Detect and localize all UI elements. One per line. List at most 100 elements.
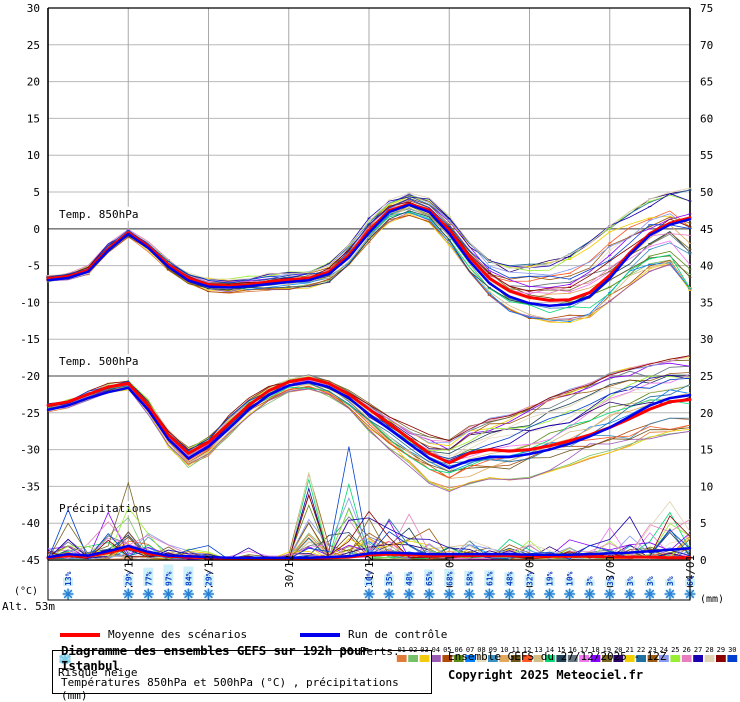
snowflake-icon: [443, 588, 455, 600]
member-swatch-14[interactable]: [545, 655, 555, 662]
snow-risk-marker: 3%: [604, 576, 616, 600]
snow-risk-bar: [424, 569, 435, 586]
member-swatch-23[interactable]: [647, 655, 658, 662]
left-axis-unit: (°C): [14, 586, 39, 597]
member-number-18: 18: [591, 646, 599, 654]
snow-risk-marker: 97%: [162, 564, 174, 600]
y-tick-label-right: 40: [700, 260, 713, 273]
member-swatch-22[interactable]: [636, 655, 646, 662]
member-line-precip: [47, 511, 691, 561]
member-swatch-08[interactable]: [476, 655, 487, 662]
snowflake-icon: [564, 588, 576, 600]
member-swatch-01[interactable]: [396, 655, 407, 662]
member-swatch-26[interactable]: [681, 655, 692, 662]
member-swatch-27[interactable]: [693, 655, 703, 662]
y-tick-label-left: 0: [33, 223, 40, 236]
y-tick-label-right: 65: [700, 76, 713, 89]
snow-risk-label: 35%: [385, 571, 394, 586]
snow-risk-marker: 29%: [122, 571, 134, 600]
member-swatch-17[interactable]: [579, 655, 589, 662]
y-tick-label-right: 60: [700, 112, 713, 125]
member-swatch-29[interactable]: [716, 655, 726, 662]
snow-risk-bar: [183, 566, 194, 586]
legend-mean-label: Moyenne des scénarios: [108, 628, 248, 641]
member-swatch-09[interactable]: [488, 655, 498, 662]
member-number-30: 30: [728, 646, 736, 654]
member-swatch-19[interactable]: [602, 655, 612, 662]
member-swatch-16[interactable]: [567, 655, 578, 662]
snowflake-icon: [363, 588, 375, 600]
snow-risk-marker: 29%: [203, 571, 214, 600]
snow-risk-bar: [163, 564, 174, 586]
snow-risk-bar: [123, 575, 134, 586]
snow-risk-bar: [544, 576, 555, 586]
member-number-26: 26: [682, 646, 690, 654]
member-swatch-15[interactable]: [556, 655, 567, 662]
member-swatch-03[interactable]: [419, 655, 430, 662]
run-info: Ensemble GEFS du 27/12/2025 - 12Z: [448, 650, 667, 663]
legend-snow-label: Risque neige: [58, 666, 138, 679]
legend-snow: Risque neige: [58, 652, 137, 679]
snow-risk-label: 58%: [465, 571, 474, 586]
snow-risk-label: 3%: [586, 576, 595, 586]
member-swatch-06[interactable]: [453, 655, 464, 662]
snow-risk-bar: [203, 575, 214, 586]
y-tick-label-left: 15: [27, 112, 40, 125]
y-tick-label-left: -45: [20, 554, 40, 567]
y-tick-label-left: -15: [20, 333, 40, 346]
snow-risk-marker: 48%: [503, 571, 515, 600]
snow-risk-bar: [364, 578, 374, 586]
snow-risk-label: 32%: [526, 571, 535, 586]
member-swatch-05[interactable]: [442, 655, 453, 662]
member-swatch-12[interactable]: [522, 655, 532, 662]
member-swatch-24[interactable]: [659, 655, 669, 662]
member-number-15: 15: [557, 646, 565, 654]
y-tick-label-right: 5: [700, 517, 707, 530]
member-swatch-21[interactable]: [624, 655, 635, 662]
altitude-label: Alt. 53m: [2, 600, 55, 613]
snow-risk-bar: [404, 572, 415, 586]
member-number-25: 25: [671, 646, 679, 654]
member-swatch-20[interactable]: [613, 655, 624, 662]
snow-risk-bar: [584, 579, 595, 586]
member-swatch-02[interactable]: [408, 655, 418, 662]
snow-risk-bar: [504, 572, 515, 586]
snow-risk-label: 84%: [184, 571, 193, 586]
member-swatch-10[interactable]: [499, 655, 510, 662]
member-swatch-07[interactable]: [465, 655, 475, 662]
member-number-14: 14: [546, 646, 554, 654]
snow-risk-label: 19%: [546, 571, 555, 586]
snow-risk-marker: 10%: [363, 571, 375, 600]
snow-risk-marker: 61%: [483, 570, 495, 600]
snow-risk-marker: 3%: [664, 576, 676, 600]
snowflake-icon: [463, 588, 475, 600]
label-temp850: Temp. 850hPa: [59, 208, 138, 221]
snow-risk-label: 65%: [425, 571, 434, 586]
snow-risk-bar: [624, 579, 635, 586]
member-swatch-28[interactable]: [704, 655, 715, 662]
perturbations-count: 30 Perts.: [340, 645, 400, 658]
member-number-11: 11: [511, 646, 519, 654]
snowflake-icon: [644, 588, 656, 600]
snow-risk-bar: [384, 574, 395, 586]
chart-title: Diagramme des ensembles GEFS sur 192h po…: [61, 642, 369, 673]
y-tick-label-left: -40: [20, 517, 40, 530]
member-swatch-13[interactable]: [533, 655, 544, 662]
snow-risk-bar: [484, 570, 495, 586]
snowflake-icon: [203, 588, 214, 600]
snow-risk-marker: 32%: [524, 571, 535, 600]
member-swatch-25[interactable]: [670, 655, 681, 662]
y-tick-label-right: 25: [700, 370, 713, 383]
member-swatch-11[interactable]: [510, 655, 521, 662]
member-swatch-30[interactable]: [727, 655, 738, 662]
snow-risk-marker: 3%: [644, 576, 656, 600]
member-swatch-18[interactable]: [590, 655, 601, 662]
snowflake-icon: [524, 588, 535, 600]
snowflake-icon: [403, 588, 415, 600]
member-number-19: 19: [603, 646, 611, 654]
member-number-29: 29: [717, 646, 725, 654]
member-swatch-04[interactable]: [431, 655, 441, 662]
member-number-23: 23: [648, 646, 656, 654]
control-color-swatch: [300, 633, 340, 637]
snow-risk-label: 3%: [646, 576, 655, 586]
